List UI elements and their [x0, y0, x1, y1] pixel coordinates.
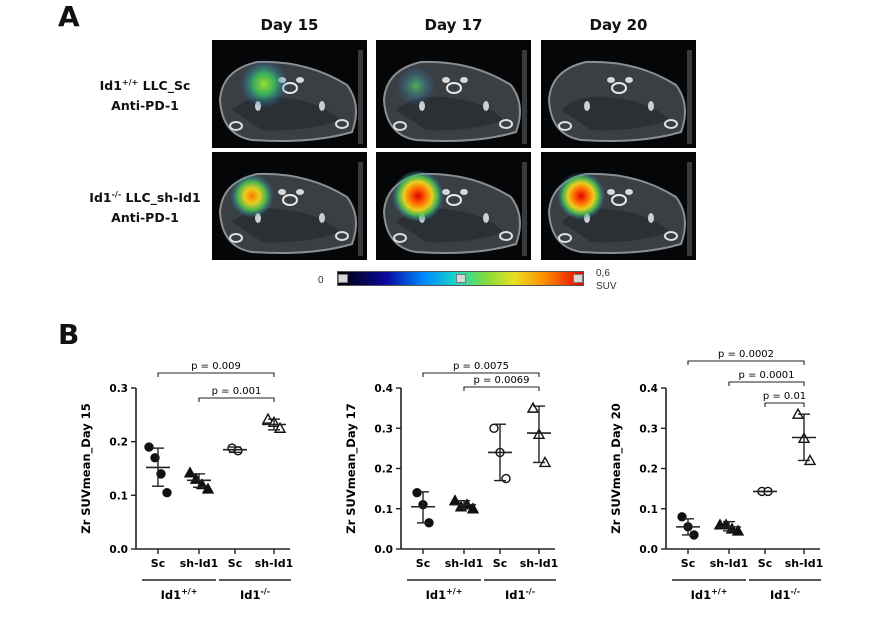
p-value-label: p = 0.01 — [763, 391, 806, 402]
series-group — [526, 401, 552, 468]
significance-bracket — [198, 397, 275, 402]
series-group — [713, 518, 745, 536]
significance-bracket — [422, 372, 540, 377]
data-point — [489, 423, 499, 433]
data-point — [526, 401, 540, 413]
x-category-label: sh-Id1 — [785, 557, 824, 570]
series-group — [411, 487, 435, 528]
p-value-label: p = 0.001 — [212, 386, 262, 397]
data-point — [156, 469, 166, 479]
p-value-label: p = 0.0001 — [738, 370, 794, 381]
y-tick-label: 0.0 — [374, 544, 393, 556]
y-axis-label: Zr SUVmean_Day 20 — [609, 403, 624, 533]
y-tick-label: 0.1 — [109, 490, 128, 502]
x-category-label: Sc — [416, 557, 430, 570]
y-tick-label: 0.3 — [109, 383, 128, 395]
panel-b-letter: B — [58, 318, 80, 351]
series-group — [676, 512, 700, 540]
y-axis-label: Zr SUVmean_Day 15 — [79, 403, 94, 533]
series-group — [791, 407, 817, 466]
x-category-label: sh-Id1 — [180, 557, 219, 570]
series-group — [144, 442, 172, 498]
series-group — [223, 443, 247, 456]
p-value-label: p = 0.0075 — [453, 361, 509, 372]
series-group — [448, 494, 480, 514]
data-point — [162, 487, 172, 498]
y-tick-label: 0.0 — [639, 544, 658, 556]
scan-ko-day17 — [376, 152, 531, 260]
y-tick-label: 0.3 — [374, 423, 393, 435]
data-point — [677, 512, 687, 522]
y-tick-label: 0.1 — [374, 504, 393, 516]
series-group — [488, 423, 512, 484]
suv-colorbar — [337, 271, 584, 286]
x-category-label: Sc — [228, 557, 242, 570]
panel-a-letter: A — [58, 0, 80, 33]
p-value-label: p = 0.009 — [191, 361, 241, 372]
y-tick-label: 0.2 — [374, 464, 393, 476]
chart-day15: Zr SUVmean_Day 150.00.10.20.3Sc sh-Id1 Sc s… — [79, 361, 294, 602]
p-value-label: p = 0.0069 — [473, 375, 529, 386]
y-axis-label: Zr SUVmean_Day 17 — [344, 403, 359, 533]
day-label-20: Day 20 — [589, 16, 648, 34]
group-label: Id1-/- — [770, 587, 800, 602]
x-category-label: Sc — [681, 557, 695, 570]
y-tick-label: 0.0 — [109, 544, 128, 556]
x-category-label: sh-Id1 — [445, 557, 484, 570]
data-point — [150, 453, 160, 463]
day-label-15: Day 15 — [260, 16, 319, 34]
x-category-label: sh-Id1 — [255, 557, 294, 570]
data-point — [144, 442, 154, 452]
y-tick-label: 0.1 — [639, 504, 658, 516]
y-tick-label: 0.3 — [639, 423, 658, 435]
significance-bracket — [463, 386, 540, 391]
group-label: Id1+/+ — [426, 587, 463, 602]
x-category-label: sh-Id1 — [520, 557, 559, 570]
colorbar-min-label: 0 — [318, 275, 324, 286]
row-label-ko: Id1-/- LLC_sh-Id1 Anti-PD-1 — [89, 190, 201, 226]
scan-ko-day20 — [541, 152, 696, 260]
data-point — [201, 482, 215, 494]
series-group — [261, 412, 287, 433]
chart-day20: Zr SUVmean_Day 20 0.0 0.1 0.2 0.3 0.4 Sc sh-Id1… — [609, 349, 824, 602]
colorbar-unit-label: SUV — [596, 281, 617, 292]
data-point — [412, 487, 422, 498]
significance-bracket — [728, 381, 805, 386]
colorbar-handle-low[interactable] — [338, 274, 348, 283]
scan-ko-day15 — [212, 152, 367, 260]
x-category-label: sh-Id1 — [710, 557, 749, 570]
significance-bracket — [157, 372, 275, 377]
data-point — [731, 524, 745, 536]
data-point — [501, 473, 511, 484]
x-category-label: Sc — [151, 557, 165, 570]
data-point — [183, 466, 197, 478]
series-group — [753, 486, 777, 497]
group-label: Id1-/- — [240, 587, 270, 602]
significance-bracket — [687, 360, 805, 365]
chart-day17: Zr SUVmean_Day 17 0.0 0.1 0.2 0.3 0.4 Sc sh-Id1… — [344, 361, 559, 602]
y-tick-label: 0.4 — [639, 383, 658, 395]
colorbar-max-label: 0,6 — [596, 268, 610, 279]
x-category-label: Sc — [493, 557, 507, 570]
p-value-label: p = 0.0002 — [718, 349, 774, 360]
scan-wt-day15 — [212, 40, 367, 148]
scan-wt-day17 — [376, 40, 531, 148]
group-label: Id1+/+ — [691, 587, 728, 602]
y-tick-label: 0.4 — [374, 383, 393, 395]
day-label-17: Day 17 — [424, 16, 483, 34]
series-group — [183, 466, 215, 494]
y-tick-label: 0.2 — [639, 464, 658, 476]
colorbar-handle-mid[interactable] — [456, 274, 466, 283]
significance-bracket — [764, 402, 805, 407]
scan-wt-day20 — [541, 40, 696, 148]
colorbar-handle-high[interactable] — [573, 274, 583, 283]
data-point — [466, 502, 480, 514]
group-label: Id1-/- — [505, 587, 535, 602]
x-category-label: Sc — [758, 557, 772, 570]
y-tick-label: 0.2 — [109, 437, 128, 449]
group-label: Id1+/+ — [161, 587, 198, 602]
row-label-wt: Id1+/+ LLC_Sc Anti-PD-1 — [99, 78, 191, 114]
